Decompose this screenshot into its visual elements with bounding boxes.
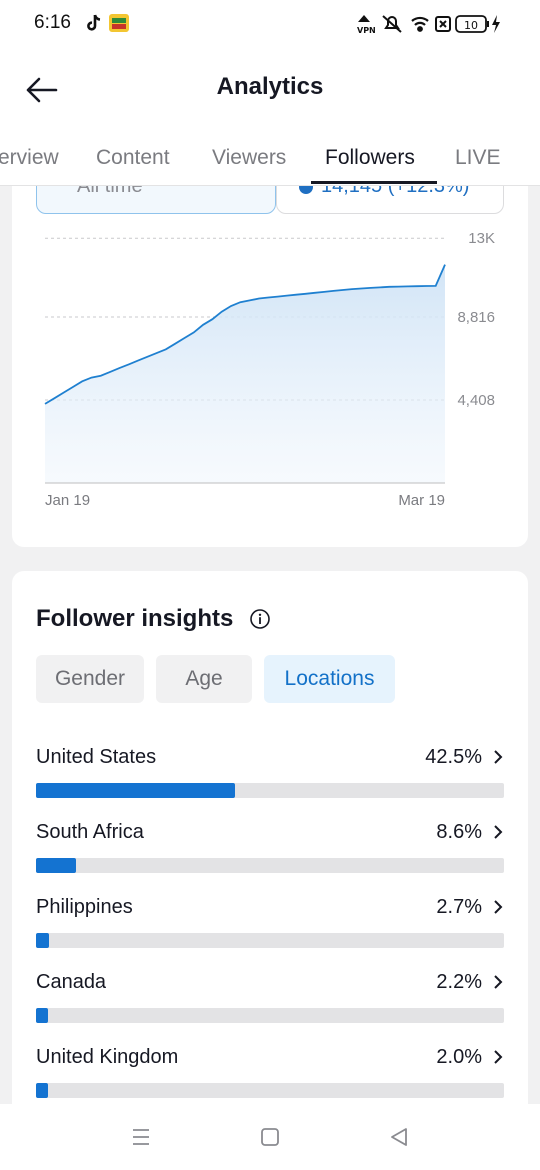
location-name: South Africa [36,821,144,843]
insights-title: Follower insights [36,605,234,632]
location-percent: 8.6% [436,821,482,843]
location-name: Canada [36,971,107,993]
location-bar-fill [36,1083,48,1098]
app-badge-icon [109,14,129,32]
location-bar-track [36,1008,504,1023]
location-bar-track [36,1083,504,1098]
follower-insights-card: Follower insights Gender Age Locations U… [12,571,528,1111]
location-row-canada[interactable]: Canada 2.2% [36,971,504,1046]
location-bar-fill [36,1008,48,1023]
location-bar-fill [36,858,77,873]
status-bar: 6:16 VPN 10 [0,0,540,48]
battery-icon [455,15,489,33]
location-bar-fill [36,933,49,948]
wifi-icon [411,16,429,32]
tab-overview[interactable]: erview [0,146,59,169]
followers-chart-card: All time 14,145 (+12.3%) 13K 8,816 4,408 J… [12,186,528,547]
location-bar-fill [36,783,235,798]
chevron-right-icon [494,750,503,764]
tab-followers[interactable]: Followers [325,146,415,169]
tab-viewers[interactable]: Viewers [212,146,287,169]
battery-level: 10 [464,19,478,32]
location-percent: 2.0% [436,1046,482,1068]
tab-content[interactable]: Content [96,146,170,169]
svg-text:VPN: VPN [357,26,376,35]
active-tab-indicator [311,181,437,184]
y-tick-label: 13K [468,230,495,247]
location-bar-track [36,933,504,948]
header: Analytics [0,48,540,130]
chevron-right-icon [494,900,503,914]
chart-area-fill [45,264,445,483]
check-circle-icon [299,186,313,194]
y-tick-label: 4,408 [457,392,495,409]
location-row-united-states[interactable]: United States 42.5% [36,746,504,821]
mute-icon [382,15,402,33]
followers-line-chart: 13K 8,816 4,408 Jan 19 Mar 19 [44,230,495,509]
location-name: United Kingdom [36,1046,179,1068]
location-name: United States [36,746,157,768]
location-name: Philippines [36,896,133,918]
location-bar-track [36,858,504,873]
back-button[interactable] [22,70,62,110]
page-title: Analytics [216,73,324,100]
metric-card-date-range[interactable]: All time [36,186,276,214]
chevron-right-icon [494,825,503,839]
metric-date-range-text: All time [77,186,143,197]
location-row-south-africa[interactable]: South Africa 8.6% [36,821,504,896]
status-icons: VPN 10 [357,15,500,35]
tiktok-icon [87,14,101,31]
location-percent: 42.5% [425,746,482,768]
info-icon[interactable] [249,608,271,630]
x-tick-label-start: Jan 19 [45,492,90,509]
arrow-left-icon [26,77,58,103]
tab-live[interactable]: LIVE [455,146,501,169]
chip-gender[interactable]: Gender [36,655,144,703]
charging-icon [492,15,500,33]
location-row-philippines[interactable]: Philippines 2.7% [36,896,504,971]
location-row-united-kingdom[interactable]: United Kingdom 2.0% [36,1046,504,1121]
system-nav-bar [0,1104,540,1170]
tab-bar: erview Content Viewers Followers LIVE [0,130,540,186]
vpn-icon: VPN [357,15,376,35]
x-tick-label-end: Mar 19 [398,492,445,509]
chip-locations[interactable]: Locations [264,655,395,703]
close-box-icon [435,16,451,32]
back-triangle-icon[interactable] [388,1126,410,1148]
chart-series-line [44,264,446,405]
chip-age[interactable]: Age [156,655,252,703]
chevron-right-icon [494,975,503,989]
location-percent: 2.2% [436,971,482,993]
metric-card-total-followers[interactable]: 14,145 (+12.3%) [276,186,504,214]
menu-icon[interactable] [130,1126,152,1148]
status-time: 6:16 [34,12,71,33]
location-bar-track [36,783,504,798]
chevron-right-icon [494,1050,503,1064]
location-percent: 2.7% [436,896,482,918]
metric-total-followers-text: 14,145 (+12.3%) [299,186,469,198]
home-square-icon[interactable] [259,1126,281,1148]
y-tick-label: 8,816 [457,309,495,326]
